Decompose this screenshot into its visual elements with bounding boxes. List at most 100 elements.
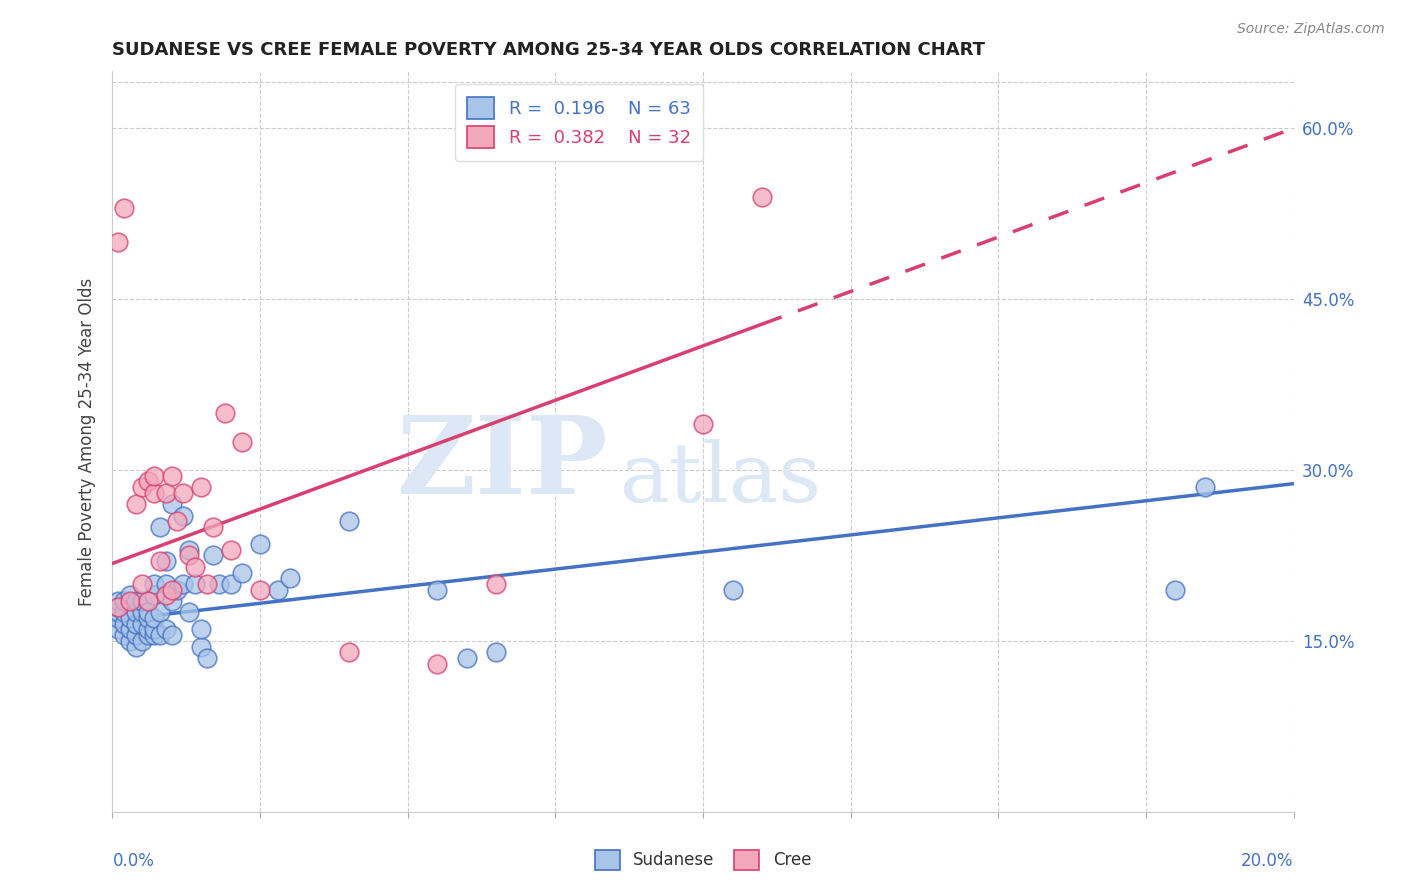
Point	[214, 406, 236, 420]
Point	[172, 485, 194, 500]
Point	[120, 588, 142, 602]
Text: atlas: atlas	[620, 439, 823, 518]
Point	[208, 577, 231, 591]
Point	[155, 554, 177, 568]
Point	[160, 468, 183, 483]
Point	[172, 508, 194, 523]
Point	[125, 628, 148, 642]
Text: ZIP: ZIP	[396, 410, 609, 516]
Point	[107, 599, 129, 614]
Text: 20.0%: 20.0%	[1241, 853, 1294, 871]
Point	[1194, 480, 1216, 494]
Point	[107, 623, 129, 637]
Point	[136, 623, 159, 637]
Point	[120, 623, 142, 637]
Point	[107, 611, 129, 625]
Point	[131, 594, 153, 608]
Point	[278, 571, 301, 585]
Point	[155, 588, 177, 602]
Point	[179, 549, 201, 563]
Point	[136, 475, 159, 489]
Point	[112, 594, 135, 608]
Point	[107, 599, 129, 614]
Text: 0.0%: 0.0%	[112, 853, 155, 871]
Point	[456, 651, 478, 665]
Point	[120, 594, 142, 608]
Point	[142, 577, 165, 591]
Point	[112, 628, 135, 642]
Point	[249, 582, 271, 597]
Point	[155, 577, 177, 591]
Text: SUDANESE VS CREE FEMALE POVERTY AMONG 25-34 YEAR OLDS CORRELATION CHART: SUDANESE VS CREE FEMALE POVERTY AMONG 25…	[112, 41, 986, 59]
Point	[1164, 582, 1187, 597]
Point	[201, 520, 224, 534]
Point	[184, 577, 207, 591]
Text: Source: ZipAtlas.com: Source: ZipAtlas.com	[1237, 22, 1385, 37]
Point	[149, 520, 172, 534]
Point	[155, 485, 177, 500]
Point	[112, 201, 135, 215]
Point	[166, 582, 188, 597]
Point	[184, 559, 207, 574]
Y-axis label: Female Poverty Among 25-34 Year Olds: Female Poverty Among 25-34 Year Olds	[77, 277, 96, 606]
Point	[112, 606, 135, 620]
Legend: Sudanese, Cree: Sudanese, Cree	[588, 843, 818, 877]
Point	[142, 588, 165, 602]
Point	[485, 577, 508, 591]
Point	[136, 606, 159, 620]
Point	[219, 542, 242, 557]
Point	[136, 628, 159, 642]
Point	[166, 514, 188, 528]
Point	[721, 582, 744, 597]
Point	[190, 623, 212, 637]
Point	[195, 577, 218, 591]
Point	[160, 497, 183, 511]
Point	[120, 611, 142, 625]
Point	[125, 616, 148, 631]
Point	[231, 566, 253, 580]
Point	[485, 645, 508, 659]
Point	[267, 582, 290, 597]
Point	[107, 594, 129, 608]
Point	[172, 577, 194, 591]
Point	[149, 606, 172, 620]
Point	[337, 514, 360, 528]
Point	[131, 633, 153, 648]
Point	[112, 616, 135, 631]
Point	[131, 606, 153, 620]
Point	[179, 606, 201, 620]
Point	[190, 480, 212, 494]
Point	[249, 537, 271, 551]
Point	[426, 657, 449, 671]
Point	[160, 582, 183, 597]
Legend: R =  0.196    N = 63, R =  0.382    N = 32: R = 0.196 N = 63, R = 0.382 N = 32	[454, 84, 703, 161]
Point	[107, 606, 129, 620]
Point	[160, 594, 183, 608]
Point	[426, 582, 449, 597]
Point	[107, 235, 129, 250]
Point	[142, 628, 165, 642]
Point	[219, 577, 242, 591]
Point	[195, 651, 218, 665]
Point	[231, 434, 253, 449]
Point	[136, 594, 159, 608]
Point	[692, 417, 714, 432]
Point	[142, 623, 165, 637]
Point	[125, 606, 148, 620]
Point	[201, 549, 224, 563]
Point	[131, 577, 153, 591]
Point	[155, 623, 177, 637]
Point	[136, 611, 159, 625]
Point	[149, 554, 172, 568]
Point	[120, 633, 142, 648]
Point	[190, 640, 212, 654]
Point	[160, 628, 183, 642]
Point	[131, 616, 153, 631]
Point	[125, 497, 148, 511]
Point	[142, 611, 165, 625]
Point	[125, 594, 148, 608]
Point	[142, 485, 165, 500]
Point	[337, 645, 360, 659]
Point	[142, 468, 165, 483]
Point	[131, 480, 153, 494]
